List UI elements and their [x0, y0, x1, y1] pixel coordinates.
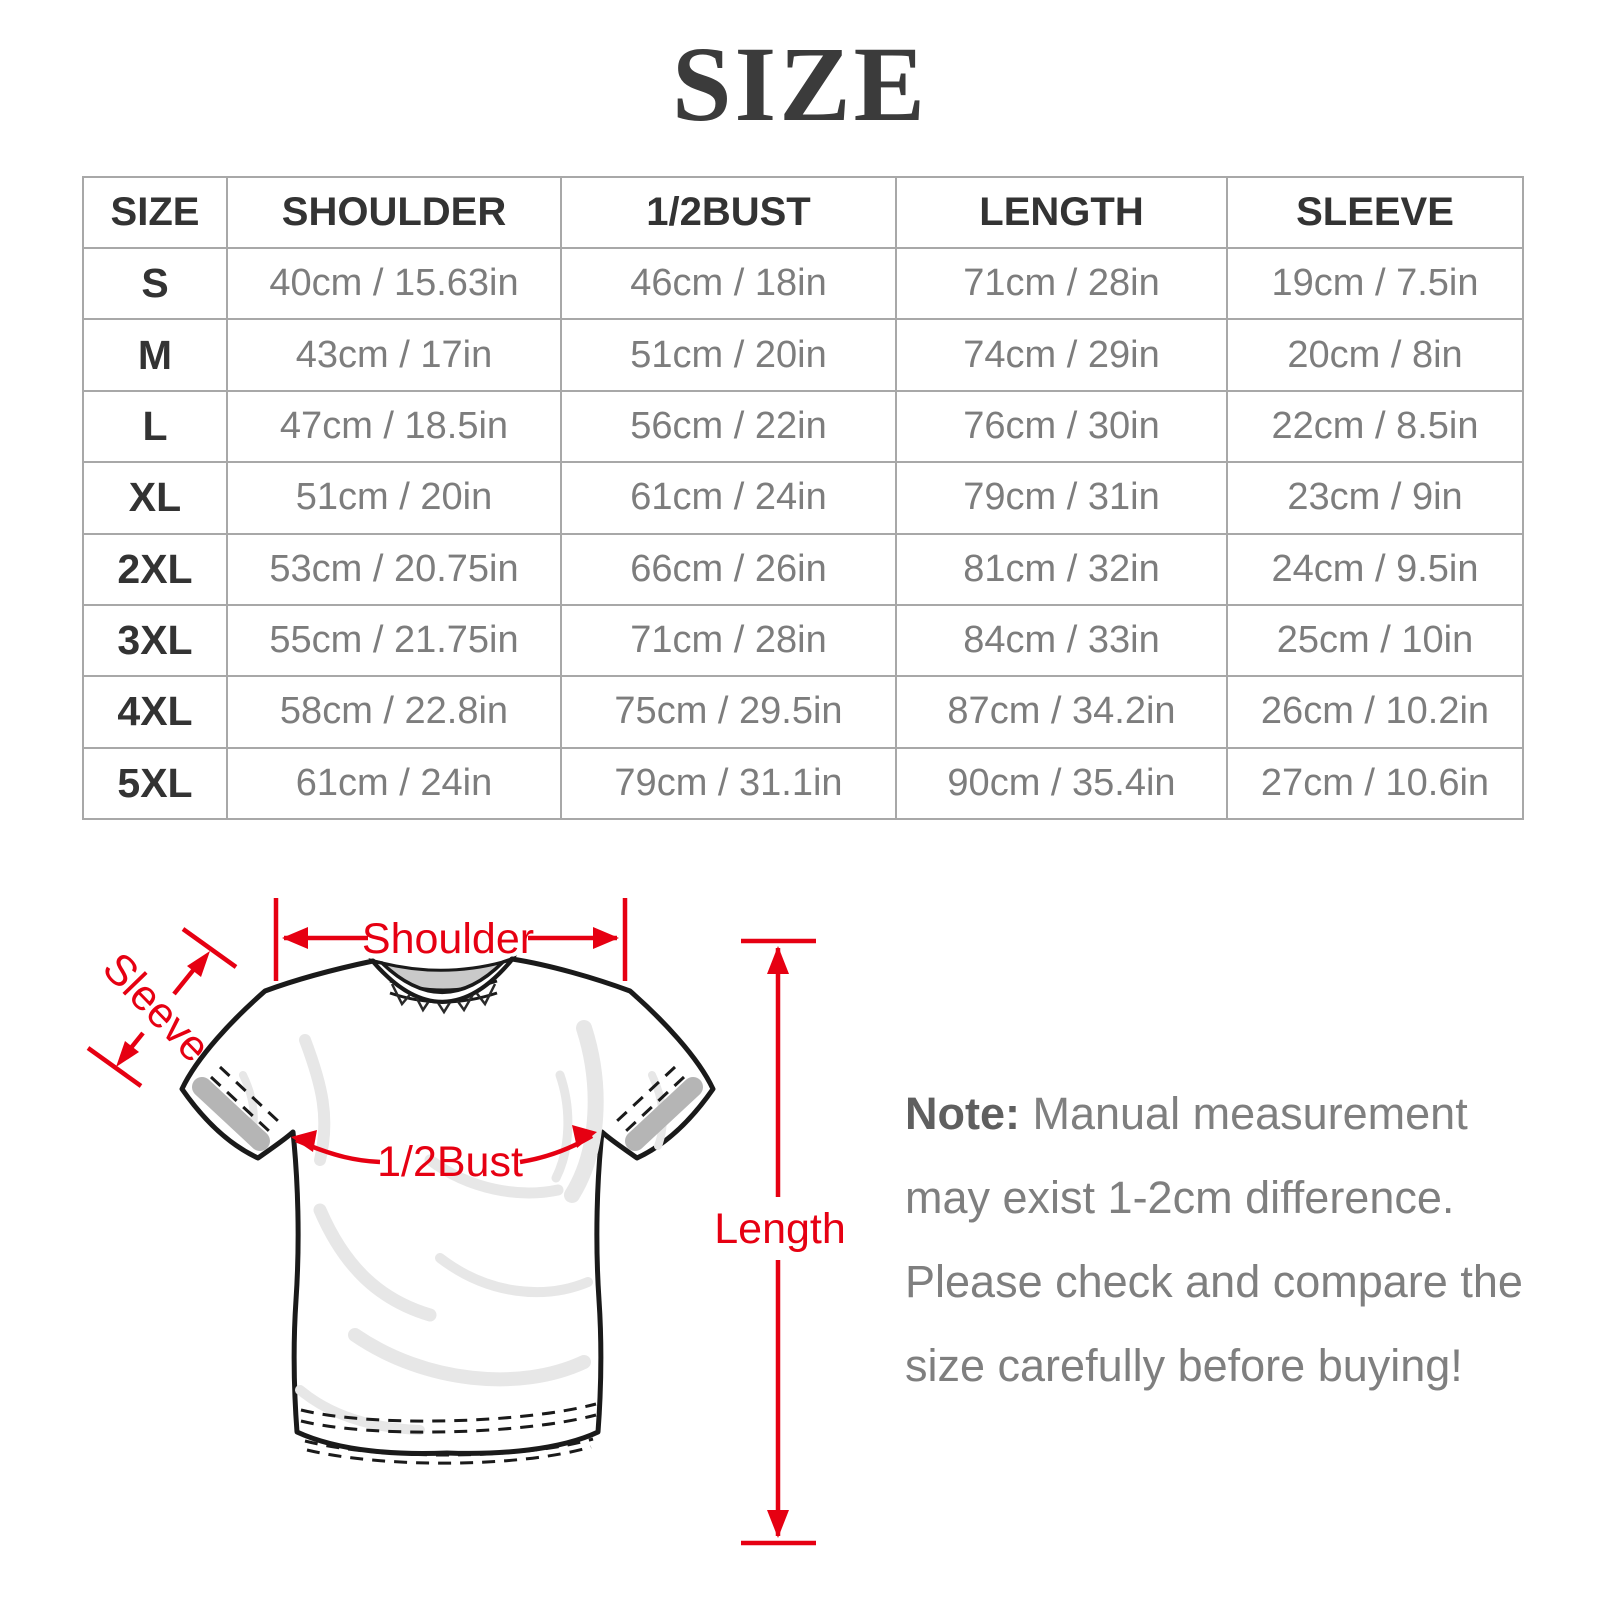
length-label: Length — [714, 1205, 846, 1253]
sleeve-value: 22cm / 8.5in — [1226, 389, 1524, 464]
size-label: 2XL — [82, 532, 228, 606]
column-header-sleeve: SLEEVE — [1226, 176, 1524, 249]
size-label: 3XL — [82, 603, 228, 678]
column-header-size: SIZE — [82, 176, 228, 249]
wrinkle — [564, 1020, 604, 1203]
extension-tick — [181, 927, 238, 969]
tshirt-illustration — [179, 955, 716, 1465]
table-row: 3XL 55cm / 21.75in 71cm / 28in 84cm / 33… — [82, 603, 1524, 678]
wrinkle — [551, 1070, 573, 1183]
size-label: 4XL — [82, 675, 228, 749]
halfbust-value: 75cm / 29.5in — [560, 675, 897, 749]
shoulder-value: 55cm / 21.75in — [226, 603, 562, 678]
shoulder-label: Shoulder — [362, 915, 534, 963]
shoulder-value: 53cm / 20.75in — [226, 532, 562, 606]
column-header-shoulder: SHOULDER — [226, 176, 562, 249]
length-value: 76cm / 30in — [895, 389, 1228, 464]
arrowhead-icon — [187, 951, 210, 977]
note-text: Manual measurement may exist 1-2cm diffe… — [905, 1088, 1523, 1391]
sleeve-value: 23cm / 9in — [1226, 461, 1524, 535]
wrinkle — [299, 1034, 331, 1166]
extension-tick — [86, 1046, 143, 1088]
halfbust-dimension: 1/2Bust — [291, 1125, 597, 1186]
right-cuff-inside — [625, 1077, 703, 1151]
size-table-header-row: SIZE SHOULDER 1/2BUST LENGTH SLEEVE — [82, 176, 1524, 249]
shoulder-dimension: Shoulder — [273, 898, 628, 981]
length-value: 81cm / 32in — [895, 532, 1228, 606]
halfbust-value: 46cm / 18in — [560, 246, 897, 321]
size-label: S — [82, 246, 228, 321]
halfbust-value: 56cm / 22in — [560, 389, 897, 464]
length-value: 79cm / 31in — [895, 461, 1228, 535]
table-row: XL 51cm / 20in 61cm / 24in 79cm / 31in 2… — [82, 461, 1524, 535]
size-label: M — [82, 318, 228, 392]
arrowhead-icon — [116, 1041, 139, 1067]
sleeve-value: 27cm / 10.6in — [1226, 746, 1524, 821]
collar-band — [368, 955, 518, 1004]
table-row: L 47cm / 18.5in 56cm / 22in 76cm / 30in … — [82, 389, 1524, 464]
page-title: SIZE — [672, 26, 928, 144]
length-dimension: Length — [714, 938, 846, 1546]
arrowhead-icon — [291, 1130, 317, 1152]
shoulder-value: 58cm / 22.8in — [226, 675, 562, 749]
table-row: M 43cm / 17in 51cm / 20in 74cm / 29in 20… — [82, 318, 1524, 392]
arrowhead-icon — [572, 1125, 597, 1148]
shoulder-value: 47cm / 18.5in — [226, 389, 562, 464]
halfbust-value: 51cm / 20in — [560, 318, 897, 392]
arrowhead-icon — [593, 927, 619, 949]
left-cuff-stitch — [218, 1065, 280, 1123]
table-row: S 40cm / 15.63in 46cm / 18in 71cm / 28in… — [82, 246, 1524, 321]
sleeve-value: 19cm / 7.5in — [1226, 246, 1524, 321]
wrinkle — [424, 1154, 564, 1199]
right-cuff-stitch — [615, 1065, 677, 1123]
column-header-halfbust: 1/2BUST — [560, 176, 897, 249]
arrowhead-icon — [767, 946, 789, 974]
shoulder-value: 43cm / 17in — [226, 318, 562, 392]
hem-stitch — [300, 1402, 597, 1423]
arrowhead-icon — [282, 927, 308, 949]
length-value: 74cm / 29in — [895, 318, 1228, 392]
tshirt-measurement-diagram: Shoulder Sleeve 1/2Bust — [86, 898, 846, 1546]
column-header-length: LENGTH — [895, 176, 1228, 249]
halfbust-value: 61cm / 24in — [560, 461, 897, 535]
sleeve-value: 26cm / 10.2in — [1226, 675, 1524, 749]
measurement-note: Note: Manual measurement may exist 1-2cm… — [905, 1072, 1553, 1408]
sleeve-value: 20cm / 8in — [1226, 318, 1524, 392]
halfbust-label: 1/2Bust — [377, 1138, 523, 1186]
shoulder-value: 61cm / 24in — [226, 746, 562, 821]
length-value: 87cm / 34.2in — [895, 675, 1228, 749]
hem-stitch — [306, 1445, 592, 1465]
shoulder-value: 51cm / 20in — [226, 461, 562, 535]
arrowhead-icon — [767, 1510, 789, 1538]
right-cuff-stitch — [624, 1075, 686, 1133]
halfbust-value: 71cm / 28in — [560, 603, 897, 678]
length-value: 84cm / 33in — [895, 603, 1228, 678]
left-cuff-inside — [192, 1077, 270, 1151]
hem-stitch — [304, 1437, 594, 1457]
table-row: 5XL 61cm / 24in 79cm / 31.1in 90cm / 35.… — [82, 746, 1524, 821]
halfbust-value: 79cm / 31.1in — [560, 746, 897, 821]
table-row: 2XL 53cm / 20.75in 66cm / 26in 81cm / 32… — [82, 532, 1524, 606]
shoulder-value: 40cm / 15.63in — [226, 246, 562, 321]
table-row: 4XL 58cm / 22.8in 75cm / 29.5in 87cm / 3… — [82, 675, 1524, 749]
note-label: Note: — [905, 1088, 1020, 1139]
size-label: 5XL — [82, 746, 228, 821]
left-cuff-stitch — [209, 1075, 271, 1133]
wrinkle — [348, 1328, 591, 1387]
collar-rib-zigzag — [390, 983, 497, 1015]
size-table: SIZE SHOULDER 1/2BUST LENGTH SLEEVE S 40… — [82, 176, 1524, 821]
size-label: XL — [82, 461, 228, 535]
hem-stitch — [300, 1413, 597, 1434]
length-value: 71cm / 28in — [895, 246, 1228, 321]
wrinkle — [435, 1253, 593, 1298]
halfbust-value: 66cm / 26in — [560, 532, 897, 606]
wrinkle — [313, 1203, 437, 1322]
sleeve-value: 25cm / 10in — [1226, 603, 1524, 678]
sleeve-value: 24cm / 9.5in — [1226, 532, 1524, 606]
size-label: L — [82, 389, 228, 464]
length-value: 90cm / 35.4in — [895, 746, 1228, 821]
